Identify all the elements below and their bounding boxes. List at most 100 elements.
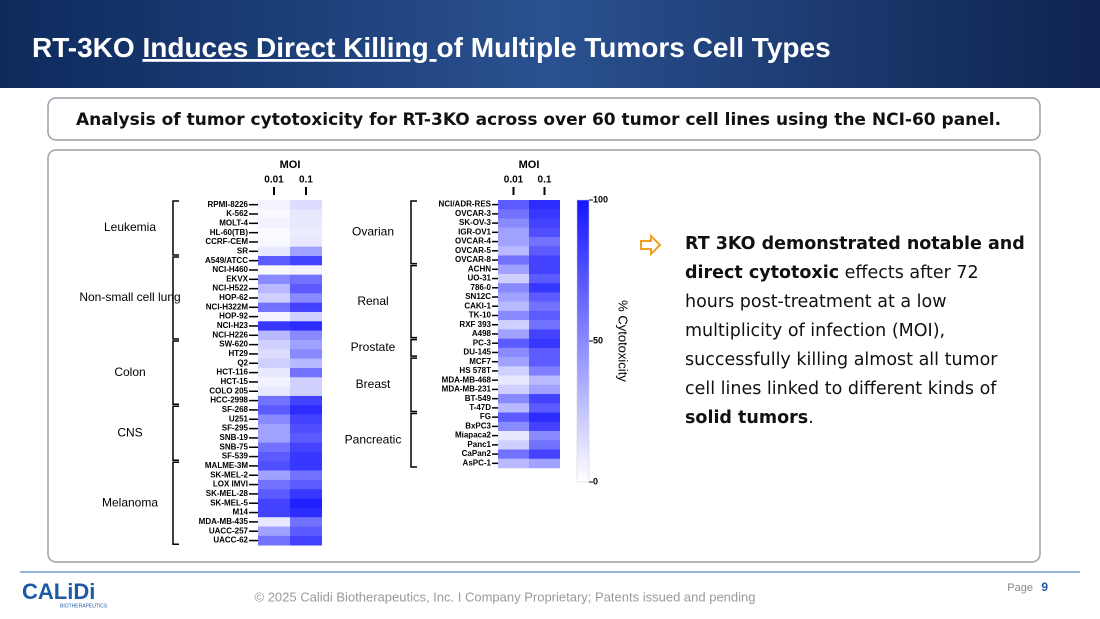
heat-cell [290,200,322,210]
row-label: A498 [472,329,492,338]
row-label: SNB-19 [220,433,249,442]
heat-cell [258,367,290,378]
heat-cell [498,375,529,386]
row-label: SK-MEL-2 [210,470,248,479]
row-label: NCI-H226 [212,330,248,339]
heat-cell [258,386,290,397]
heat-cell [258,218,290,229]
heat-cell [498,403,529,413]
group-label: Prostate [351,340,396,354]
column-label: 0.01 [504,175,524,186]
heat-cell [498,246,529,256]
heat-cell [529,338,560,349]
heat-cell [258,395,290,406]
heat-cell [498,440,529,450]
heat-cell [290,302,322,313]
heat-cell [258,461,290,471]
heat-cell [258,237,290,247]
row-label: HCT-15 [220,377,248,386]
row-label: DU-145 [463,348,491,357]
heat-cell [529,440,560,450]
heat-cell [290,255,322,266]
heat-cell [529,301,560,312]
heat-cell [258,358,290,369]
row-label: BxPC3 [465,421,491,430]
heat-cell [529,412,560,423]
page-label: Page [1007,582,1033,594]
group-label: Ovarian [352,225,394,239]
title: RT-3KO Induces Direct Killing of Multipl… [32,32,831,63]
row-label: FG [480,412,491,421]
row-label: HOP-62 [219,293,248,302]
row-label: OVCAR-4 [455,237,492,246]
heat-cell [498,218,529,229]
heat-cell [258,517,290,527]
column-label: 0.01 [264,175,284,186]
row-label: UACC-257 [209,526,249,535]
row-label: Q2 [237,358,248,367]
row-label: COLO 205 [209,386,248,395]
heat-cell [290,470,322,481]
heat-cell [258,283,290,294]
row-label: SN12C [465,292,491,301]
heat-cell [498,458,529,469]
heat-cell [498,200,529,210]
group-bracket [410,412,417,468]
row-label: CCRF-CEM [205,237,248,246]
group-label: Pancreatic [345,432,402,446]
heat-cell [529,347,560,358]
heat-cell [258,302,290,313]
heat-cell [498,449,529,460]
page-number: 9 [1041,580,1048,594]
heat-cell [498,394,529,404]
heat-cell [290,265,322,275]
heat-cell [529,329,560,339]
row-label: SW-620 [219,340,248,349]
heat-cell [498,320,529,330]
heat-cell [498,264,529,275]
row-label: EKVX [226,274,248,283]
row-label: OVCAR-5 [455,246,492,255]
row-label: SNB-75 [220,442,249,451]
heat-cell [290,293,322,303]
heat-cell [498,384,529,395]
group-bracket [410,357,417,413]
heat-cell [498,338,529,349]
row-label: NCI-H23 [217,321,249,330]
heat-cell [258,470,290,481]
bullet-run: solid tumors [685,408,809,428]
subtitle: Analysis of tumor cytotoxicity for RT-3K… [76,110,1001,130]
row-label: RXF 393 [459,320,491,329]
group-label: Melanoma [102,495,158,509]
heat-cell [258,255,290,266]
heat-cell [290,461,322,471]
row-label: MDA-MB-231 [442,385,492,394]
heat-cell [498,329,529,339]
heat-cell [498,292,529,302]
heat-cell [290,237,322,247]
heat-cell [290,451,322,462]
row-label: SF-539 [222,452,249,461]
heat-cell [258,274,290,285]
heat-cell [529,246,560,256]
heat-cell [290,442,322,453]
group-bracket [410,200,417,265]
row-label: NCI-H322M [206,302,249,311]
heat-cell [529,421,560,432]
heat-cell [258,535,290,546]
heat-cell [258,479,290,490]
heat-cell [290,507,322,518]
heat-cell [290,395,322,406]
row-label: SK-OV-3 [459,218,492,227]
heat-cell [258,507,290,518]
heat-cell [290,283,322,294]
heat-cell [498,366,529,376]
heat-cell [529,209,560,219]
heat-cell [258,433,290,443]
row-label: UACC-62 [213,536,248,545]
group-label: Non-small cell lung [79,290,180,304]
row-label: MCF7 [469,357,491,366]
heat-cell [290,209,322,219]
group-bracket [172,256,179,340]
row-label: HL-60(TB) [210,228,249,237]
